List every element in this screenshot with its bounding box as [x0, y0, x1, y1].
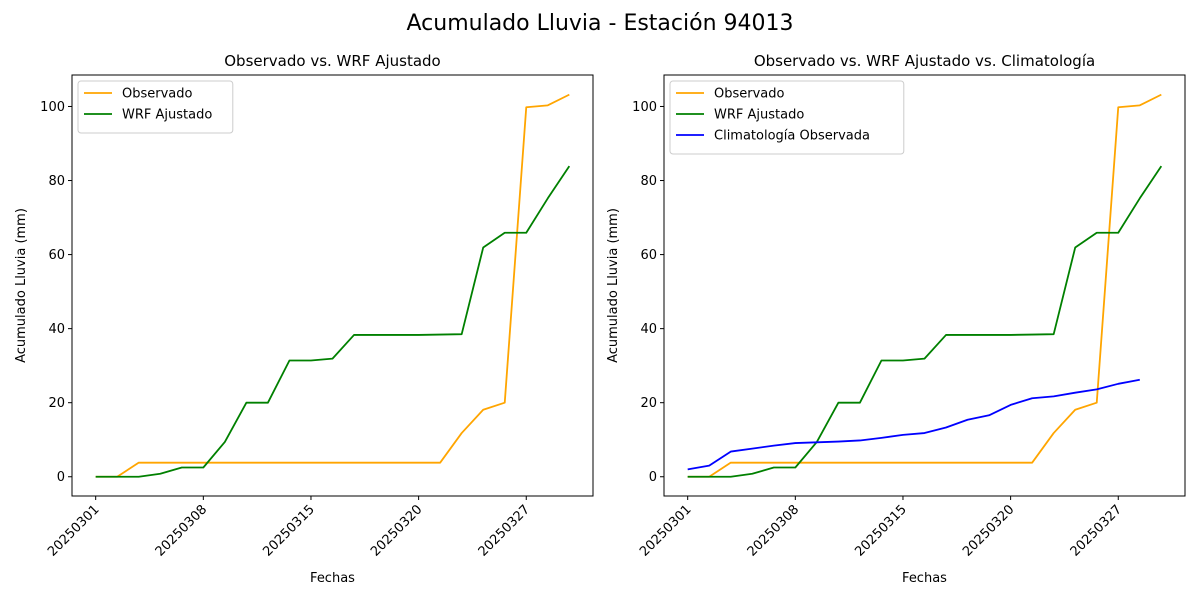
legend-label-climatologia-observada: Climatología Observada [714, 129, 870, 144]
plot-frame [71, 74, 594, 497]
y-axis-label: Acumulado Lluvia (mm) [606, 208, 621, 363]
y-tick-label: 20 [640, 396, 657, 411]
plot-frame [663, 74, 1186, 497]
y-tick-label: 60 [640, 248, 657, 263]
y-tick-label: 40 [640, 322, 657, 337]
series-line-observado [687, 93, 1162, 478]
y-tick-label: 80 [48, 174, 65, 189]
legend-label-observado: Observado [714, 87, 785, 102]
y-tick-label: 0 [649, 470, 657, 485]
y-tick-label: 0 [57, 470, 65, 485]
chart-title: Observado vs. WRF Ajustado vs. Climatolo… [754, 52, 1095, 70]
series-line-observado [95, 93, 570, 478]
x-axis-label: Fechas [902, 571, 947, 586]
legend: Observado WRF Ajustado [77, 80, 234, 134]
figure-suptitle: Acumulado Lluvia - Estación 94013 [407, 11, 794, 36]
legend-box [77, 80, 234, 134]
legend-label-wrf-ajustado: WRF Ajustado [122, 108, 212, 123]
x-axis-label: Fechas [310, 571, 355, 586]
series-line-wrf-ajustado [95, 165, 571, 478]
legend: Observado WRF Ajustado Climatología Observ… [669, 80, 905, 155]
legend-box [669, 80, 905, 155]
y-tick-label: 100 [632, 100, 657, 115]
y-tick-label: 20 [48, 396, 65, 411]
y-tick-label: 40 [48, 322, 65, 337]
legend-label-wrf-ajustado: WRF Ajustado [714, 108, 804, 123]
y-axis-label: Acumulado Lluvia (mm) [14, 208, 29, 363]
y-tick-label: 80 [640, 174, 657, 189]
y-tick-label: 60 [48, 248, 65, 263]
y-tick-label: 100 [40, 100, 65, 115]
legend-label-observado: Observado [122, 87, 193, 102]
series-line-wrf-ajustado [687, 165, 1163, 478]
chart-title: Observado vs. WRF Ajustado [224, 52, 440, 70]
series-line-climatologia-observada [687, 378, 1140, 471]
